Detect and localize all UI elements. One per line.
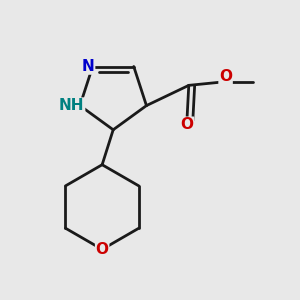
Text: O: O [219,69,232,84]
Text: NH: NH [59,98,85,113]
Text: O: O [96,242,109,257]
Text: N: N [82,59,94,74]
Text: O: O [180,117,194,132]
